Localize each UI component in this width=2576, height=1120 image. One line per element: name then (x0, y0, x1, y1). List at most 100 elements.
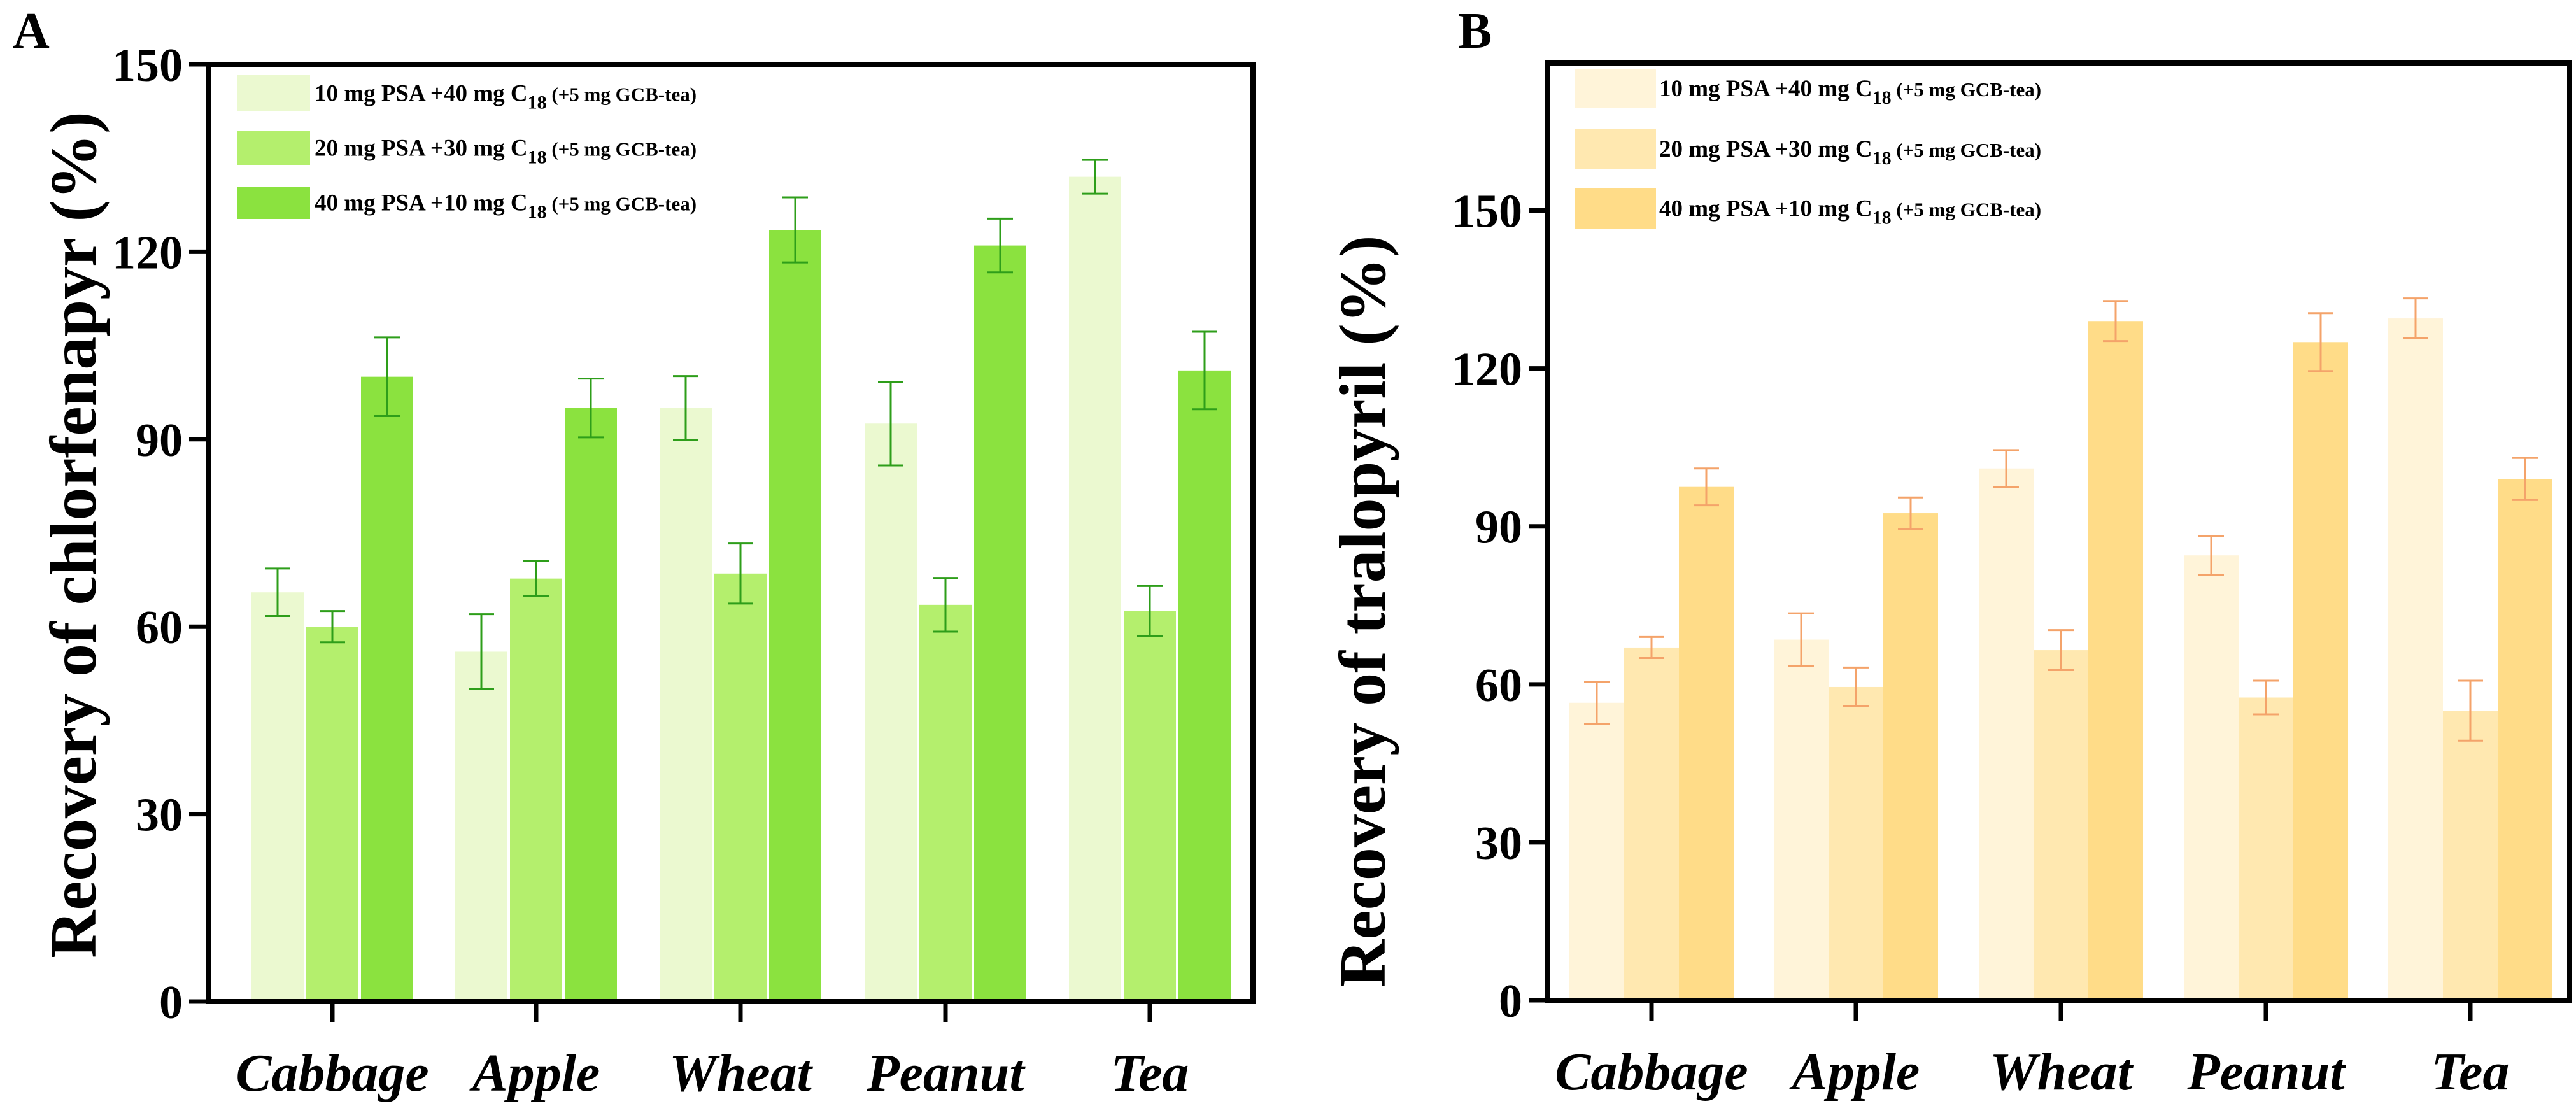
error-bar (1584, 681, 1610, 725)
y-tick-label: 0 (1499, 975, 1522, 1028)
bar (2239, 697, 2293, 1000)
y-tick-label: 90 (1475, 502, 1522, 554)
bar (1883, 513, 1938, 1000)
legend-label: 40 mg PSA +10 mg C18 (+5 mg GCB-tea) (315, 190, 697, 223)
error-bar (578, 378, 604, 439)
error-bar (1137, 585, 1163, 637)
panel-a-y-axis-title: Recovery of chlorfenapyr (%) (37, 111, 110, 958)
legend-item: 20 mg PSA +30 mg C18 (+5 mg GCB-tea) (237, 131, 697, 168)
legend-swatch (237, 75, 310, 111)
bar (2088, 321, 2143, 1000)
y-tick-label: 0 (159, 977, 183, 1029)
x-tick-label: Cabbage (1555, 1042, 1748, 1102)
bar (1569, 702, 1624, 1000)
error-bar (320, 610, 345, 644)
error-bar (1788, 612, 1814, 667)
legend: 10 mg PSA +40 mg C18 (+5 mg GCB-tea) 20 m… (1575, 69, 2041, 229)
error-bar (933, 577, 958, 633)
bar (455, 651, 507, 1002)
bar (565, 408, 617, 1002)
error-bar (2198, 535, 2224, 576)
error-bar (1898, 496, 1923, 530)
bar (510, 578, 562, 1002)
bar (1774, 639, 1829, 1000)
error-bar (265, 567, 290, 618)
error-bar (782, 196, 808, 264)
error-bar (673, 375, 698, 441)
bar (2443, 711, 2498, 1000)
y-tick-label: 150 (112, 39, 183, 92)
x-tick-label: Cabbage (236, 1044, 428, 1103)
x-tick-label: Peanut (2186, 1042, 2346, 1102)
legend-item: 40 mg PSA +10 mg C18 (+5 mg GCB-tea) (237, 187, 697, 223)
bar (1679, 486, 1734, 1000)
panel-b-chart: B Recovery of tralopyril (%) 0 30 60 90 120 1… (1326, 3, 2572, 1102)
y-tick-label: 60 (1475, 660, 1522, 712)
error-bar (2048, 629, 2074, 671)
error-bar (728, 542, 753, 605)
bar (1979, 468, 2034, 1000)
legend-item: 20 mg PSA +30 mg C18 (+5 mg GCB-tea) (1575, 129, 2041, 169)
bar (865, 423, 917, 1002)
error-bar (1192, 330, 1217, 411)
x-tick-label: Tea (2431, 1042, 2510, 1102)
bar (1178, 370, 1231, 1002)
bar (974, 245, 1026, 1002)
legend-label: 20 mg PSA +30 mg C18 (+5 mg GCB-tea) (1659, 136, 2041, 169)
error-bar (1694, 467, 1719, 507)
x-tick-label: Peanut (866, 1044, 1026, 1103)
x-tick-label: Wheat (1990, 1042, 2134, 1102)
x-tick-label: Apple (469, 1044, 600, 1103)
legend-item: 40 mg PSA +10 mg C18 (+5 mg GCB-tea) (1575, 188, 2041, 229)
error-bar (1993, 449, 2019, 488)
legend-swatch (1575, 129, 1656, 169)
bar (306, 627, 358, 1002)
error-bar (2403, 297, 2428, 340)
bar (2184, 555, 2239, 1000)
legend-swatch (237, 187, 310, 219)
bar (919, 604, 972, 1002)
legend-item: 10 mg PSA +40 mg C18 (+5 mg GCB-tea) (1575, 69, 2041, 108)
error-bar (1082, 159, 1108, 195)
bar (714, 573, 767, 1002)
bar (361, 376, 413, 1002)
panel-b-label: B (1458, 3, 1492, 59)
legend-label: 40 mg PSA +10 mg C18 (+5 mg GCB-tea) (1659, 196, 2041, 229)
y-tick-label: 120 (1452, 344, 1522, 396)
bar (1124, 611, 1176, 1002)
error-bar (1639, 635, 1664, 659)
x-tick-label: Wheat (669, 1044, 814, 1103)
bar (2293, 342, 2348, 1000)
legend-label: 10 mg PSA +40 mg C18 (+5 mg GCB-tea) (315, 81, 697, 113)
legend-swatch (1575, 69, 1656, 108)
x-tick-label: Apple (1789, 1042, 1920, 1102)
legend-item: 10 mg PSA +40 mg C18 (+5 mg GCB-tea) (237, 75, 697, 113)
error-bar (469, 613, 494, 690)
bar (2498, 479, 2552, 1000)
bar (1069, 176, 1121, 1002)
y-tick-label: 90 (136, 415, 183, 467)
bar (1829, 686, 1883, 1000)
bar (2388, 318, 2443, 1001)
bar (251, 592, 304, 1002)
x-tick-label: Tea (1111, 1044, 1189, 1103)
bar (1624, 647, 1679, 1000)
bar (769, 230, 821, 1002)
panel-a-label: A (13, 3, 50, 59)
y-tick-label: 30 (1475, 818, 1522, 870)
panel-a-chart: A Recovery of chlorfenapyr (%) 0 30 60 90 12… (13, 3, 1256, 1103)
y-tick-label: 120 (112, 227, 183, 279)
error-bar (2253, 679, 2279, 716)
legend-swatch (237, 131, 310, 165)
error-bar (1843, 666, 1869, 708)
error-bar (2308, 312, 2333, 372)
y-tick-label: 30 (136, 790, 183, 842)
y-tick-label: 60 (136, 602, 183, 654)
error-bar (878, 381, 903, 467)
bar (660, 408, 712, 1002)
error-bar (2512, 457, 2538, 501)
panel-b-y-axis-title: Recovery of tralopyril (%) (1326, 235, 1399, 987)
legend-label: 10 mg PSA +40 mg C18 (+5 mg GCB-tea) (1659, 76, 2041, 108)
legend: 10 mg PSA +40 mg C18 (+5 mg GCB-tea) 20 m… (237, 75, 697, 223)
